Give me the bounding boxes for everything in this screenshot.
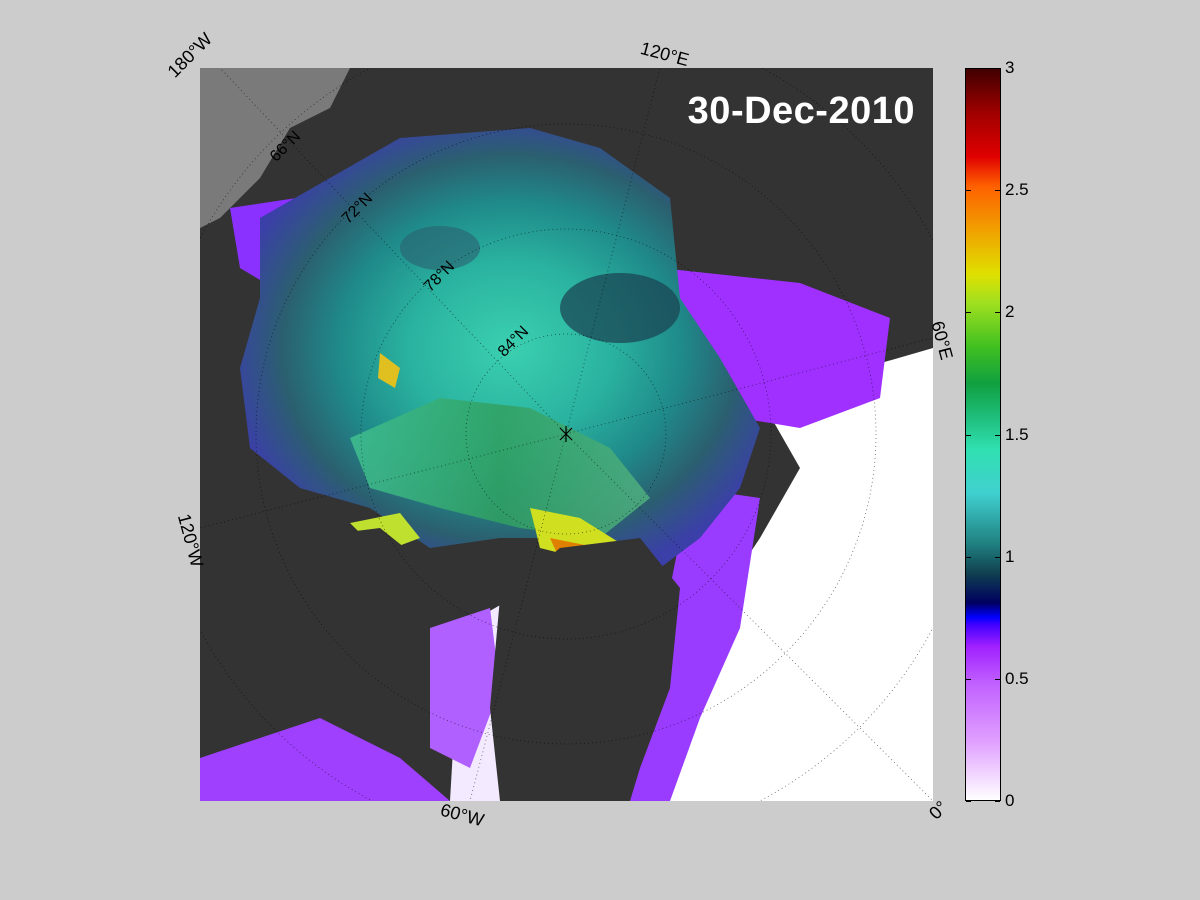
ice-baffin <box>430 608 500 768</box>
colorbar-tickmark <box>966 801 971 802</box>
date-label: 30-Dec-2010 <box>687 90 915 132</box>
sea-ice-map: 30-Dec-2010 66°N 72°N 78°N 84°N <box>200 68 933 801</box>
colorbar-tickmark <box>966 190 971 192</box>
colorbar-tickmark <box>995 434 1000 436</box>
colorbar-tick-1: 1 <box>1005 546 1015 566</box>
dark-ice-patch-2 <box>400 226 480 270</box>
land-grey-region <box>200 68 350 228</box>
colorbar-tickmark <box>995 190 1000 192</box>
colorbar-tick-3: 3 <box>1005 58 1015 77</box>
colorbar-tick-0: 0 <box>1005 791 1015 810</box>
colorbar-tickmark <box>995 312 1000 314</box>
colorbar-tick-0-5: 0.5 <box>1005 668 1029 688</box>
colorbar-tick-1-5: 1.5 <box>1005 424 1029 444</box>
colorbar-tick-2: 2 <box>1005 302 1015 322</box>
graticule-parallels <box>200 68 933 801</box>
lon-label-60w: 60°W <box>438 799 487 831</box>
ice-greenland-sea <box>630 488 760 801</box>
land-greenland <box>490 538 680 801</box>
ice-hudson <box>200 718 450 801</box>
colorbar-tickmark <box>995 678 1000 680</box>
colorbar-tickmark <box>966 68 971 69</box>
dark-ice-patch <box>560 273 680 343</box>
colorbar-tickmark <box>966 312 971 314</box>
colorbar-tickmark <box>966 678 971 680</box>
north-pole-marker <box>559 426 573 442</box>
colorbar-tickmark <box>995 556 1000 558</box>
map-canvas <box>200 68 933 801</box>
graticule-meridians <box>200 68 933 801</box>
colorbar-tickmark <box>966 434 971 436</box>
colorbar-tick-2-5: 2.5 <box>1005 180 1029 200</box>
land-archipelago <box>240 528 430 708</box>
thick-ice-band <box>350 398 650 538</box>
thick-ice-patch <box>378 353 400 388</box>
colorbar-tickmark <box>966 556 971 558</box>
colorbar-tickmark <box>995 68 1000 69</box>
lon-label-120e: 120°E <box>638 37 692 71</box>
colorbar-tickmark <box>995 801 1000 802</box>
lon-label-0: 0° <box>925 796 952 824</box>
